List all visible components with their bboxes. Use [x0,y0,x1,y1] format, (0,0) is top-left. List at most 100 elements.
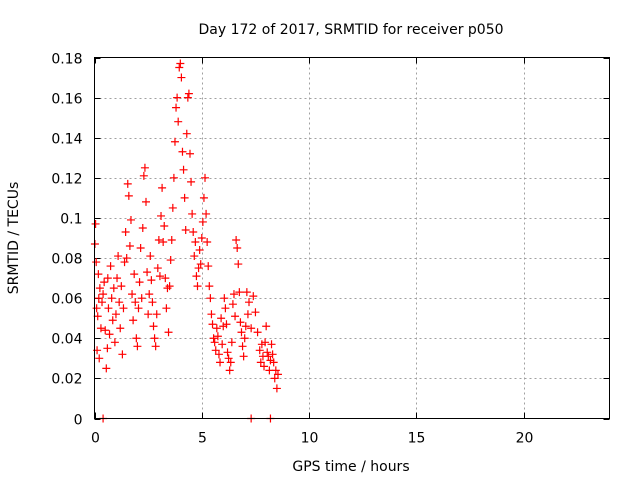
data-point [180,193,189,202]
x-tick-label: 15 [408,431,426,447]
data-point [122,254,131,263]
data-point [105,330,114,339]
data-point [198,217,207,226]
data-point [216,358,225,367]
data-point [158,183,167,192]
data-point [106,262,115,271]
data-point [101,326,110,335]
data-point [242,288,251,297]
data-point [271,366,280,375]
data-point [161,274,170,283]
data-point [247,324,256,333]
data-point [98,298,107,307]
data-point [210,338,219,347]
data-point [94,270,103,279]
data-point [235,288,244,297]
data-point [129,316,138,325]
data-point [110,338,119,347]
data-point [185,149,194,158]
data-point [261,338,270,347]
data-point [109,284,118,293]
data-point [164,328,173,337]
data-point [233,244,242,253]
data-point [260,362,269,371]
data-point [176,59,185,68]
data-point [209,334,218,343]
data-point [249,292,258,301]
data-point [143,268,152,277]
data-point [251,308,260,317]
data-point [149,322,158,331]
data-point [133,342,142,351]
data-point [234,260,243,269]
data-point [100,278,109,287]
data-point [119,304,128,313]
data-point [108,316,117,325]
y-axis-label: SRMTID / TECUs [6,182,22,295]
data-point [92,304,101,313]
y-tick-label: 0.16 [51,92,82,108]
y-tick-label: 0.04 [51,332,82,348]
data-point [213,332,222,341]
data-point [166,256,175,265]
data-point [189,227,198,236]
data-points [90,59,282,423]
data-point [159,238,168,247]
tick-labels: 0 0.02 0.04 0.06 0.08 0.1 0.12 0.14 0.16 0.18 0 5 10… [51,52,533,447]
data-point [160,221,169,230]
data-point [220,294,229,303]
data-point [114,252,123,261]
data-point [169,173,178,182]
x-tick-label: 20 [516,431,534,447]
data-point [231,312,240,321]
y-tick-label: 0.02 [51,372,82,388]
data-point [142,197,150,206]
data-point [201,173,210,182]
data-point [238,342,247,351]
data-point [193,282,202,291]
data-point [188,209,197,218]
data-point [243,310,252,319]
y-tick-label: 0 [74,413,83,429]
data-point [227,338,236,347]
y-tick-label: 0.12 [51,172,82,188]
data-point [113,274,122,283]
data-point [194,264,203,273]
data-point [121,227,130,236]
data-point [116,324,125,333]
data-point [228,300,237,309]
data-point [181,225,190,234]
data-point [237,328,246,337]
data-point [103,344,112,353]
data-point [167,236,176,245]
data-point [162,304,171,313]
data-point [138,223,147,232]
data-point [134,304,143,313]
data-point [218,340,227,349]
data-point [137,294,146,303]
data-point [196,260,205,269]
data-point [187,177,196,186]
data-point [217,314,226,323]
data-point [132,334,141,343]
data-point [163,284,172,293]
data-point [221,304,230,313]
data-point [99,290,108,299]
data-point [191,238,200,247]
data-point [206,294,215,303]
data-point [125,242,134,251]
data-point [155,272,164,281]
data-point [104,304,113,313]
x-tick-label: 0 [91,431,100,447]
data-point [222,320,231,329]
data-point [239,352,248,361]
data-point [145,290,154,299]
data-point [95,284,104,293]
data-point [229,290,238,299]
data-point [205,282,214,291]
data-point [91,219,100,228]
data-point [124,191,133,200]
data-point [130,270,139,279]
data-point [240,334,249,343]
